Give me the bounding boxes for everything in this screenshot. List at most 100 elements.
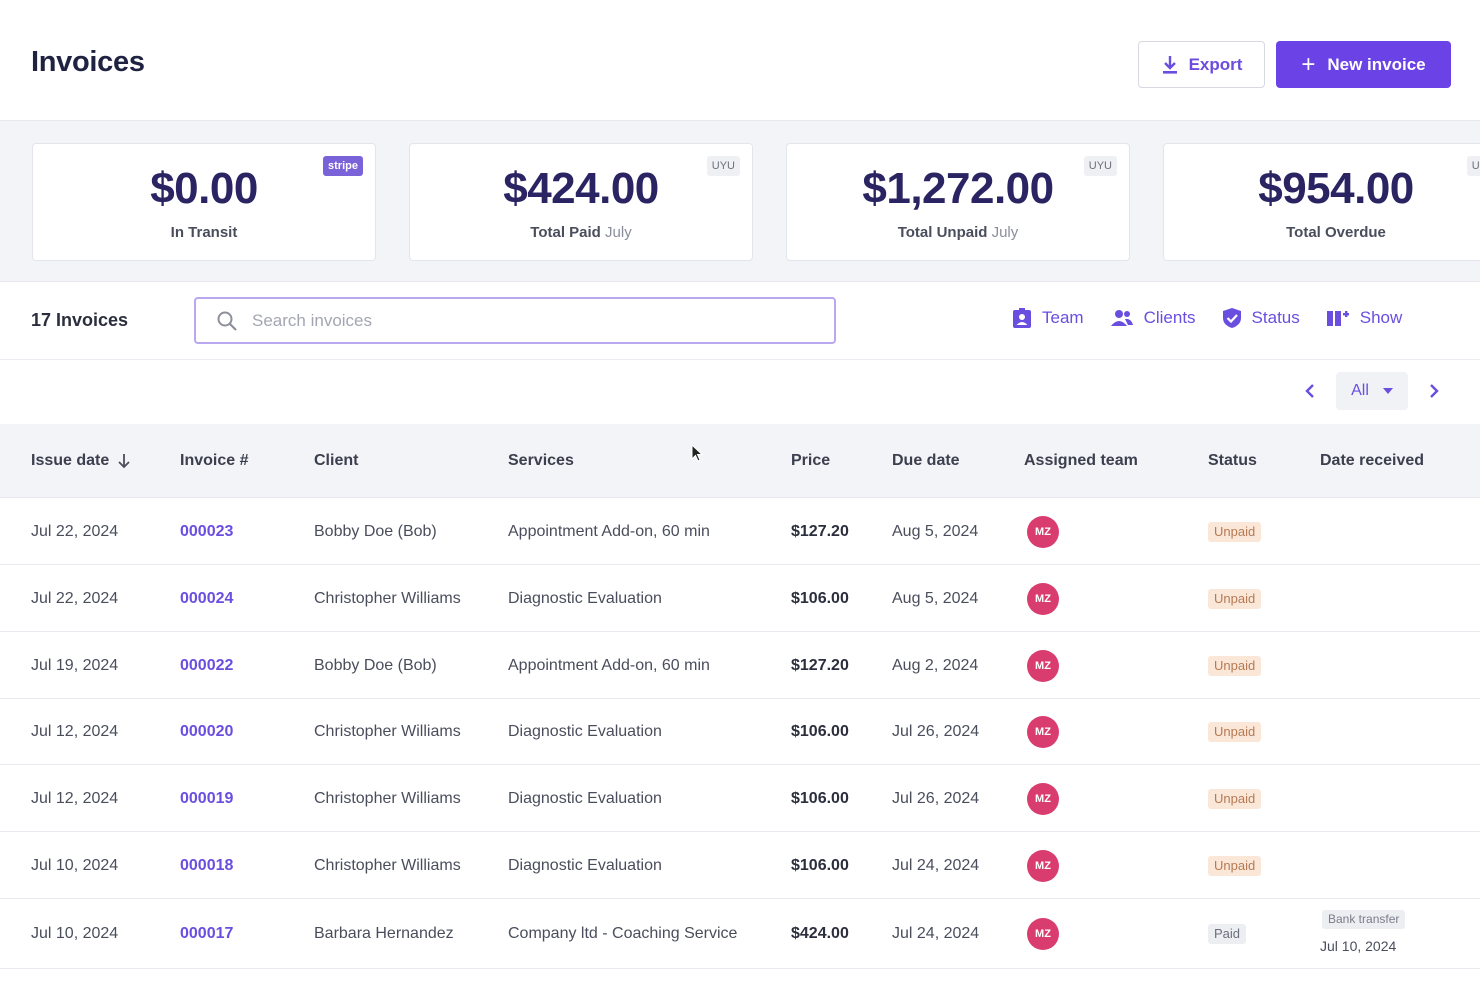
stat-card-total-paid: UYU $424.00 Total Paid July [409, 143, 753, 261]
status-filter[interactable]: Status [1222, 307, 1300, 329]
clients-filter-label: Clients [1143, 308, 1196, 327]
invoice-number-link[interactable]: 000019 [180, 790, 234, 807]
client-cell: Bobby Doe (Bob) [314, 523, 437, 540]
avatar[interactable]: MZ [1027, 716, 1059, 748]
prev-page-button[interactable] [1298, 372, 1322, 410]
table-row[interactable]: Jul 22, 2024 000023 Bobby Doe (Bob) Appoint… [0, 498, 1480, 565]
toolbar-divider [0, 359, 1480, 360]
stat-amount: $424.00 [503, 164, 659, 213]
table-row[interactable]: Jul 12, 2024 000020 Christopher Williams Di… [0, 699, 1480, 765]
stat-label: Total Unpaid July [897, 224, 1019, 241]
price-cell: $127.20 [791, 657, 849, 674]
issue-date-cell: Jul 12, 2024 [31, 723, 119, 740]
column-header-price[interactable]: Price [791, 452, 831, 469]
avatar[interactable]: MZ [1027, 783, 1059, 815]
stripe-tag: stripe [323, 156, 363, 176]
avatar[interactable]: MZ [1027, 850, 1059, 882]
users-icon [1110, 310, 1133, 326]
table-row[interactable]: Jul 12, 2024 000019 Christopher Williams Di… [0, 765, 1480, 832]
column-header-services[interactable]: Services [508, 452, 574, 469]
status-badge: Unpaid [1208, 522, 1262, 542]
issue-date-cell: Jul 10, 2024 [31, 857, 119, 874]
date-received-cell: Jul 10, 2024 [1320, 938, 1397, 954]
column-header-invoice[interactable]: Invoice # [180, 452, 249, 469]
table-row[interactable]: Jul 10, 2024 000018 Christopher Williams Di… [0, 832, 1480, 899]
pagination: All [1298, 372, 1446, 410]
price-cell: $106.00 [791, 790, 849, 807]
invoice-number-link[interactable]: 000018 [180, 857, 234, 874]
avatar[interactable]: MZ [1027, 918, 1059, 950]
status-badge: Unpaid [1208, 722, 1262, 742]
stat-label: In Transit [170, 224, 238, 241]
invoice-number-link[interactable]: 000024 [180, 590, 234, 607]
page-select[interactable]: All [1336, 372, 1408, 410]
column-header-issue-date[interactable]: Issue date [31, 452, 131, 470]
stats-band: stripe $0.00 In Transit UYU $424.00 Tota… [0, 120, 1480, 282]
issue-date-cell: Jul 22, 2024 [31, 590, 119, 607]
client-cell: Barbara Hernandez [314, 925, 454, 942]
services-cell: Company ltd - Coaching Service [508, 925, 738, 942]
show-filter[interactable]: Show [1326, 307, 1402, 329]
due-date-cell: Aug 2, 2024 [892, 657, 979, 674]
avatar[interactable]: MZ [1027, 650, 1059, 682]
export-button[interactable]: Export [1138, 41, 1265, 88]
services-cell: Diagnostic Evaluation [508, 857, 662, 874]
filter-bar: Team Clients Status Show [1012, 307, 1402, 329]
export-label: Export [1188, 54, 1243, 74]
column-header-assigned-team[interactable]: Assigned team [1024, 452, 1138, 469]
plus-icon: + [1301, 50, 1316, 78]
page-select-value: All [1351, 382, 1369, 399]
services-cell: Appointment Add-on, 60 min [508, 523, 710, 540]
services-cell: Diagnostic Evaluation [508, 723, 662, 740]
status-badge: Unpaid [1208, 789, 1262, 809]
avatar[interactable]: MZ [1027, 583, 1059, 615]
services-cell: Diagnostic Evaluation [508, 790, 662, 807]
table-header: Issue date Invoice # Client Services Pri… [0, 424, 1480, 498]
invoice-number-link[interactable]: 000017 [180, 925, 234, 942]
shield-check-icon [1222, 308, 1241, 328]
status-badge: Unpaid [1208, 589, 1262, 609]
search-input[interactable] [252, 310, 812, 331]
columns-icon [1326, 311, 1349, 326]
column-header-date-received[interactable]: Date received [1320, 452, 1425, 469]
column-header-status[interactable]: Status [1208, 452, 1257, 469]
avatar[interactable]: MZ [1027, 516, 1059, 548]
clients-filter[interactable]: Clients [1110, 307, 1196, 329]
currency-tag: UYU [706, 156, 740, 176]
badge-icon [1013, 308, 1031, 328]
currency-tag: UYU [1083, 156, 1117, 176]
due-date-cell: Jul 24, 2024 [892, 925, 980, 942]
table-row[interactable]: Jul 22, 2024 000024 Christopher Williams Di… [0, 565, 1480, 632]
stat-card-in-transit: stripe $0.00 In Transit [32, 143, 376, 261]
status-filter-label: Status [1251, 308, 1300, 327]
table-row[interactable]: Jul 19, 2024 000022 Bobby Doe (Bob) Appoint… [0, 632, 1480, 699]
new-invoice-button[interactable]: + New invoice [1276, 41, 1451, 88]
invoice-number-link[interactable]: 000020 [180, 723, 234, 740]
payment-method-badge: Bank transfer [1322, 910, 1406, 929]
invoice-number-link[interactable]: 000022 [180, 657, 234, 674]
table-row[interactable]: Jul 10, 2024 000017 Barbara Hernandez Compa… [0, 899, 1480, 969]
page-title: Invoices [31, 46, 145, 78]
search-box[interactable] [194, 297, 836, 344]
issue-date-cell: Jul 12, 2024 [31, 790, 119, 807]
price-cell: $106.00 [791, 857, 849, 874]
price-cell: $106.00 [791, 723, 849, 740]
services-cell: Diagnostic Evaluation [508, 590, 662, 607]
chevron-left-icon [1305, 384, 1314, 398]
price-cell: $127.20 [791, 523, 849, 540]
team-filter[interactable]: Team [1012, 307, 1084, 329]
column-header-due-date[interactable]: Due date [892, 452, 960, 469]
due-date-cell: Jul 26, 2024 [892, 723, 980, 740]
chevron-right-icon [1430, 384, 1439, 398]
invoice-number-link[interactable]: 000023 [180, 523, 234, 540]
client-cell: Christopher Williams [314, 790, 461, 807]
price-cell: $424.00 [791, 925, 849, 942]
issue-date-cell: Jul 19, 2024 [31, 657, 119, 674]
currency-tag: UYU [1466, 156, 1480, 176]
stat-amount: $954.00 [1258, 164, 1414, 213]
status-badge: Paid [1208, 924, 1247, 944]
client-cell: Christopher Williams [314, 723, 461, 740]
next-page-button[interactable] [1422, 372, 1446, 410]
stat-label: Total Overdue [1286, 224, 1386, 241]
column-header-client[interactable]: Client [314, 452, 359, 469]
